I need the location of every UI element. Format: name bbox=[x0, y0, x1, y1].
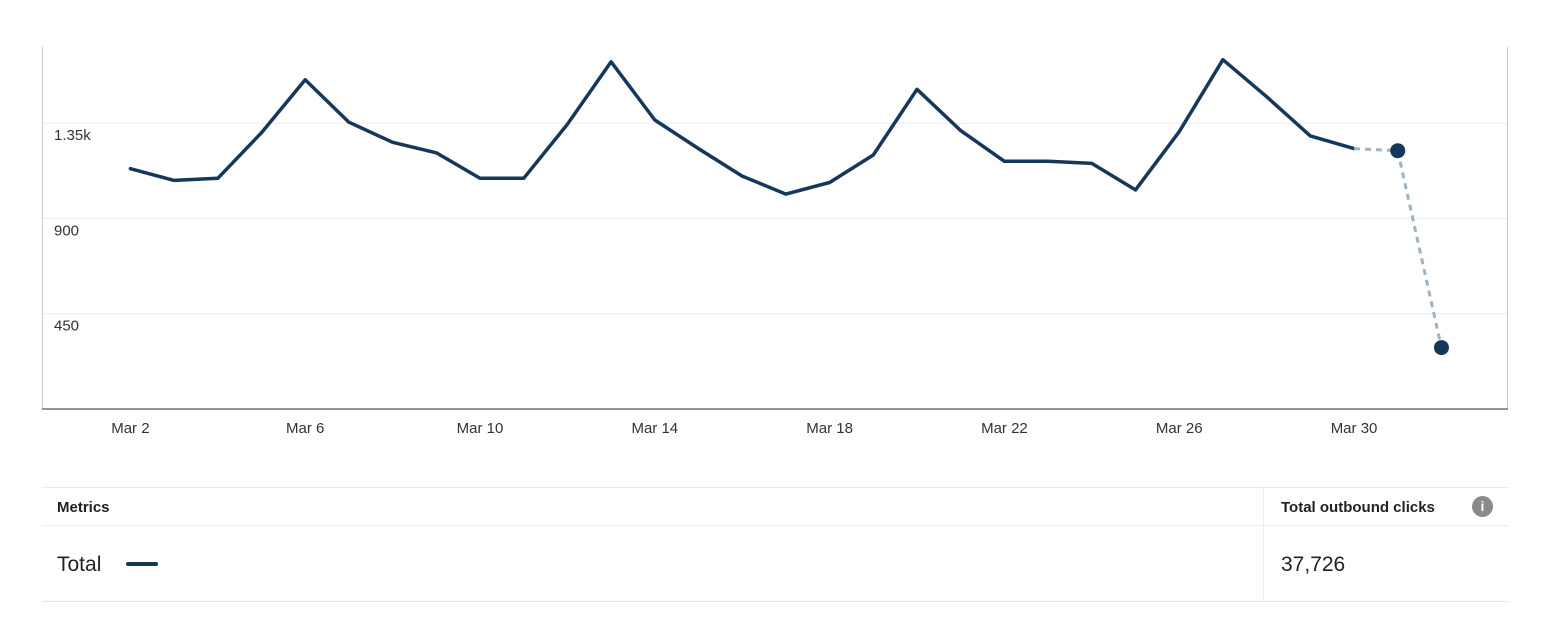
x-tick-label: Mar 22 bbox=[981, 420, 1028, 437]
data-point-marker[interactable] bbox=[1390, 143, 1406, 159]
series-line-total bbox=[128, 57, 1356, 196]
x-tick-label: Mar 30 bbox=[1331, 420, 1378, 437]
x-tick-label: Mar 18 bbox=[806, 420, 853, 437]
line-chart: 450 900 1.35k Mar 2 Mar 6 Mar 10 Mar 14 Mar 18… bbox=[42, 47, 1508, 437]
metrics-table: Metrics Total outbound clicks i Total 37… bbox=[42, 487, 1509, 602]
data-point-marker[interactable] bbox=[1433, 340, 1449, 356]
projection-series bbox=[1353, 143, 1449, 356]
projection-line bbox=[1353, 147, 1443, 348]
metrics-table-header bbox=[42, 488, 1509, 526]
series-total bbox=[128, 57, 1356, 196]
outbound-clicks-column-header: Total outbound clicks bbox=[1281, 499, 1435, 516]
total-legend-swatch bbox=[126, 562, 158, 566]
grid-lines bbox=[43, 122, 1507, 315]
total-row-label: Total bbox=[57, 553, 102, 576]
metrics-column-header: Metrics bbox=[57, 499, 110, 516]
x-tick-label: Mar 6 bbox=[286, 420, 324, 437]
y-tick-label: 450 bbox=[54, 318, 79, 335]
x-tick-label: Mar 10 bbox=[457, 420, 504, 437]
y-axis-ticks: 450 900 1.35k bbox=[54, 127, 91, 335]
column-divider bbox=[1263, 488, 1264, 601]
y-tick-label: 900 bbox=[54, 222, 79, 239]
y-tick-label: 1.35k bbox=[54, 127, 91, 144]
x-axis-ticks: Mar 2 Mar 6 Mar 10 Mar 14 Mar 18 Mar 22 Mar 26… bbox=[111, 420, 1377, 437]
x-tick-label: Mar 2 bbox=[111, 420, 149, 437]
x-tick-label: Mar 26 bbox=[1156, 420, 1203, 437]
x-tick-label: Mar 14 bbox=[631, 420, 678, 437]
total-outbound-clicks-value: 37,726 bbox=[1281, 553, 1346, 576]
info-icon[interactable]: i bbox=[1472, 496, 1493, 517]
